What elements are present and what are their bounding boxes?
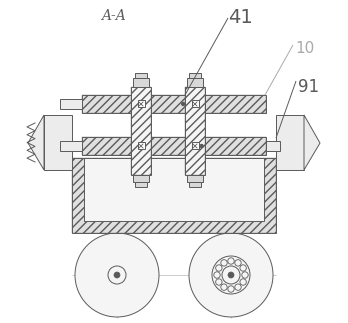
Bar <box>189 182 201 187</box>
Bar <box>135 73 147 78</box>
Text: A-A: A-A <box>101 9 125 23</box>
Bar <box>266 141 280 151</box>
Bar <box>60 99 82 109</box>
Bar <box>133 78 149 87</box>
Circle shape <box>228 272 234 278</box>
Bar <box>131 87 151 175</box>
Bar <box>133 175 149 182</box>
Bar <box>189 73 201 78</box>
Bar <box>60 141 82 151</box>
Bar <box>82 137 266 155</box>
Text: 41: 41 <box>228 8 252 27</box>
Bar <box>82 95 266 113</box>
Bar <box>192 142 199 149</box>
Text: 91: 91 <box>298 78 319 96</box>
Circle shape <box>200 144 203 148</box>
Polygon shape <box>304 115 320 170</box>
Bar <box>82 137 266 155</box>
Bar <box>276 115 304 170</box>
Bar <box>44 115 72 170</box>
Bar <box>138 142 145 149</box>
Bar <box>187 78 203 87</box>
Bar <box>192 100 199 107</box>
Bar <box>135 182 147 187</box>
Bar <box>84 158 264 221</box>
Circle shape <box>182 102 185 106</box>
Polygon shape <box>28 115 44 170</box>
Circle shape <box>114 272 120 278</box>
Bar <box>131 87 151 175</box>
Bar <box>82 95 266 113</box>
Bar <box>185 87 205 175</box>
Bar <box>72 158 276 233</box>
Bar <box>72 158 276 233</box>
Bar <box>138 100 145 107</box>
Text: 10: 10 <box>295 41 314 56</box>
Bar <box>187 175 203 182</box>
Circle shape <box>75 233 159 317</box>
Circle shape <box>189 233 273 317</box>
Bar <box>185 87 205 175</box>
